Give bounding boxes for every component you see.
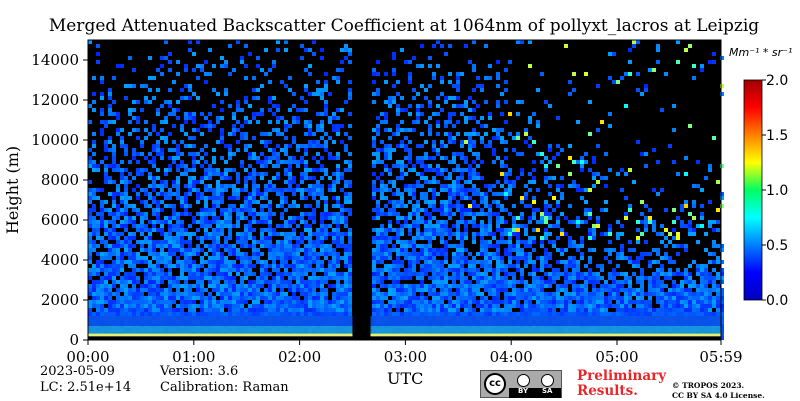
lidar-constant-text: LC: 2.51e+14 bbox=[40, 380, 131, 395]
x-tick-label: 03:00 bbox=[384, 348, 427, 366]
colorbar-tick-label: 0.5 bbox=[766, 238, 788, 254]
y-tick-label: 14000 bbox=[31, 51, 79, 69]
y-tick-label: 10000 bbox=[31, 131, 79, 149]
colorbar-tick-label: 1.0 bbox=[766, 183, 788, 199]
colorbar-tick-label: 1.5 bbox=[766, 128, 788, 144]
calibration-text: Calibration: Raman bbox=[160, 380, 289, 395]
version-text: Version: 3.6 bbox=[160, 364, 238, 379]
x-tick-label: 05:00 bbox=[595, 348, 638, 366]
backscatter-heatmap bbox=[88, 40, 724, 340]
preliminary-line-2: Results. bbox=[577, 384, 666, 399]
cc-icon: cc bbox=[484, 373, 506, 395]
y-tick-label: 0 bbox=[69, 331, 79, 349]
copyright-line-1: © TROPOS 2023. bbox=[672, 381, 765, 391]
x-tick-label: 02:00 bbox=[278, 348, 321, 366]
colorbar-unit-label: Mm⁻¹ * sr⁻¹ bbox=[729, 46, 792, 59]
y-axis-label: Height (m) bbox=[3, 146, 22, 234]
y-axis: 0 2000 4000 6000 8000 10000 12000 14000 bbox=[31, 51, 88, 349]
colorbar-ticks: 0.0 0.5 1.0 1.5 2.0 bbox=[762, 73, 788, 309]
colorbar-tick-label: 2.0 bbox=[766, 73, 788, 89]
cc-license-badge: cc BY SA bbox=[480, 370, 562, 398]
date-text: 2023-05-09 bbox=[40, 364, 115, 379]
y-tick-label: 12000 bbox=[31, 91, 79, 109]
colorbar bbox=[744, 80, 762, 300]
copyright-notice: © TROPOS 2023. CC BY SA 4.0 License. bbox=[672, 381, 765, 401]
cc-label-strip bbox=[509, 388, 561, 398]
x-tick-label: 05:59 bbox=[699, 348, 742, 366]
y-tick-label: 6000 bbox=[41, 211, 79, 229]
by-person-icon bbox=[517, 374, 530, 387]
colorbar-tick-label: 0.0 bbox=[766, 293, 788, 309]
x-tick-label: 04:00 bbox=[490, 348, 533, 366]
cc-sa-text: SA bbox=[542, 387, 552, 395]
preliminary-line-1: Preliminary bbox=[577, 369, 666, 384]
y-tick-label: 8000 bbox=[41, 171, 79, 189]
sa-share-icon bbox=[541, 374, 554, 387]
cc-by-text: BY bbox=[518, 387, 528, 395]
x-axis-label: UTC bbox=[387, 369, 423, 388]
y-tick-label: 4000 bbox=[41, 251, 79, 269]
preliminary-notice: Preliminary Results. bbox=[577, 369, 666, 399]
y-tick-label: 2000 bbox=[41, 291, 79, 309]
